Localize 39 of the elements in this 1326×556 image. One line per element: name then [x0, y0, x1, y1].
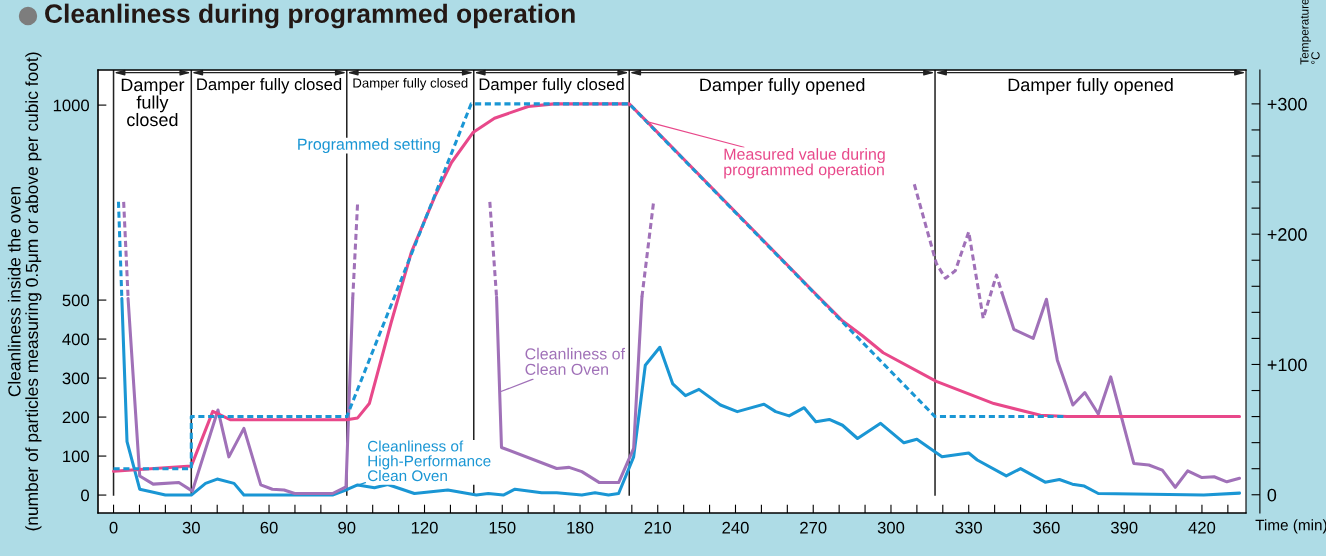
annotation: Damper fully opened — [700, 77, 865, 95]
series-label: Cleanliness of High-Performance Clean Oven — [367, 440, 491, 482]
y-tick-label: 200 — [62, 411, 90, 424]
x-tick-label: 30 — [182, 521, 200, 534]
x-tick-label: 150 — [489, 521, 516, 534]
chart-title: Cleanliness during programmed operation — [45, 3, 575, 29]
x-tick-label: 270 — [800, 521, 827, 534]
annotation: Damper fully opened — [1008, 77, 1173, 95]
annotation: Damper fully closed — [197, 77, 342, 94]
y-tick-label: 1000 — [53, 99, 90, 112]
y2-tick-label: +200 — [1267, 228, 1307, 241]
series-label: Programmed setting — [298, 138, 440, 154]
x-tick-label: 210 — [644, 521, 671, 534]
y-tick-label: 300 — [62, 372, 90, 385]
x-tick-label: 0 — [109, 521, 118, 534]
annotation: Damper fully closed — [121, 78, 185, 127]
y2-tick-label: 0 — [1267, 488, 1277, 502]
series-label: Cleanliness of Clean Oven — [525, 347, 626, 375]
annotation: Damper fully closed — [353, 77, 468, 91]
x-tick-label: 60 — [260, 521, 278, 534]
y-axis-title: Cleanliness inside the oven (number of particles measuring 0.5μm or above per cubic foot) — [7, 52, 42, 531]
x-tick-label: 240 — [722, 521, 749, 534]
x-tick-label: 390 — [1110, 521, 1138, 534]
x-tick-label: 360 — [1033, 521, 1060, 534]
x-tick-label: 90 — [338, 521, 356, 534]
x-tick-label: 180 — [567, 521, 594, 534]
x-tick-label: 120 — [411, 521, 438, 534]
y-tick-label: 100 — [63, 450, 90, 463]
y2-tick-label: +300 — [1267, 97, 1307, 111]
y-tick-label: 400 — [62, 333, 90, 346]
x-axis-title: Time (min) — [1255, 519, 1326, 534]
y-tick-label: 500 — [62, 294, 90, 307]
x-tick-label: 420 — [1188, 521, 1216, 534]
annotation: Damper fully closed — [479, 77, 624, 94]
series-label: Measured value during programmed operation — [724, 148, 885, 179]
x-tick-label: 330 — [955, 521, 982, 534]
y2-tick-label: +100 — [1267, 358, 1307, 372]
x-tick-label: 300 — [877, 521, 905, 534]
y-tick-label: 0 — [81, 489, 90, 502]
